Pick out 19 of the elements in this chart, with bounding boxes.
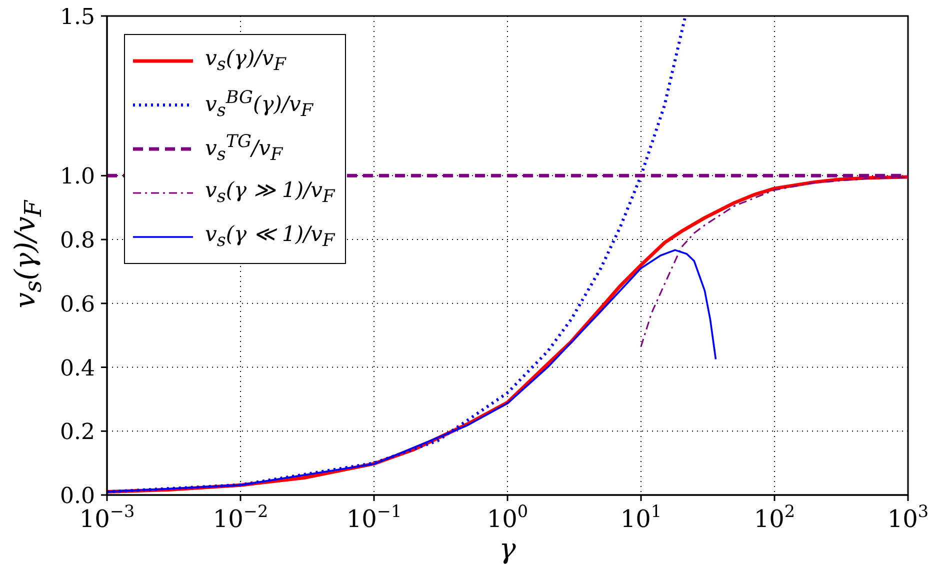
legend-label: v$_{s}$(γ ≪ 1)/v$_{F}$ <box>205 222 335 252</box>
y-tick-label: 0.2 <box>60 420 95 446</box>
legend-label: v$_{s}$$^{BG}$(γ)/v$_{F}$ <box>205 88 314 122</box>
x-tick-label: 10$^{−2}$ <box>212 501 268 533</box>
y-tick-label: 0.4 <box>60 356 95 382</box>
y-tick-label: 0.8 <box>60 228 95 254</box>
legend-label: v$_{s}$(γ ≫ 1)/v$_{F}$ <box>205 178 335 208</box>
x-tick-label: 10$^{3}$ <box>887 501 929 533</box>
x-tick-label: 10$^{1}$ <box>620 501 662 533</box>
legend-label: v$_{s}$(γ)/v$_{F}$ <box>205 46 286 76</box>
legend-label: v$_{s}$$^{TG}$/v$_{F}$ <box>205 132 283 166</box>
x-tick-label: 10$^{2}$ <box>754 501 796 533</box>
y-tick-label: 0.0 <box>60 484 95 509</box>
x-axis-title: γ <box>499 532 516 565</box>
x-tick-label: 10$^{−1}$ <box>346 501 402 533</box>
y-tick-label: 1.5 <box>60 5 95 30</box>
y-tick-label: 1.0 <box>60 164 95 190</box>
x-tick-label: 10$^{0}$ <box>486 501 528 533</box>
y-tick-label: 0.6 <box>60 292 95 318</box>
